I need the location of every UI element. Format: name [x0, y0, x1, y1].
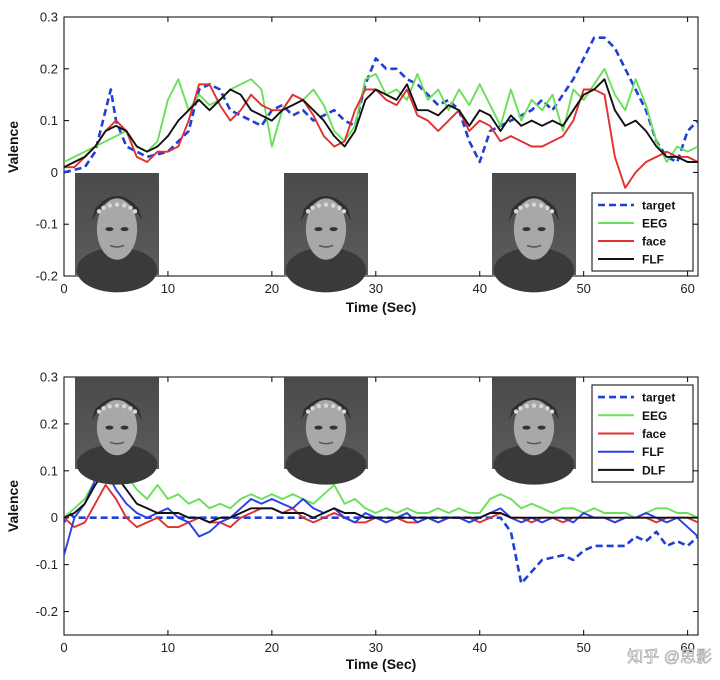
- x-tick-label: 50: [576, 640, 590, 655]
- y-tick-label: 0.3: [40, 370, 58, 385]
- legend-label-face: face: [642, 427, 666, 441]
- x-tick-label: 30: [369, 640, 383, 655]
- x-axis-label: Time (Sec): [346, 656, 417, 672]
- x-tick-label: 0: [60, 640, 67, 655]
- valence-chart-bottom: 0 10 20 30 40 50 60 -0.2 -0.1 0 0.1 0.2 0.3 Time (Sec…: [5, 370, 699, 672]
- y-axis-label: Valence: [5, 121, 21, 173]
- legend-label-face: face: [642, 235, 666, 249]
- legend: target EEG face FLF: [591, 192, 694, 272]
- series-line-target: [64, 511, 698, 585]
- x-tick-label: 30: [369, 281, 383, 296]
- x-tick-label: 40: [473, 281, 487, 296]
- subject-face-1: [75, 173, 159, 293]
- y-tick-label: 0.2: [40, 61, 58, 76]
- y-tick-label: 0.1: [40, 463, 58, 478]
- y-tick-label: -0.1: [36, 217, 58, 232]
- series-line-dlf: [64, 469, 698, 524]
- series-line-eeg: [64, 465, 698, 519]
- subject-face-4: [75, 377, 159, 485]
- subject-face-3: [492, 173, 576, 293]
- x-tick-label: 10: [161, 640, 175, 655]
- legend-label-flf: FLF: [642, 445, 664, 459]
- valence-chart-top: 0 10 20 30 40 50 60 -0.2 -0.1 0 0.1 0.2 0.3 Time (Sec…: [5, 10, 699, 315]
- x-tick-label: 60: [680, 640, 694, 655]
- x-tick-label: 10: [161, 281, 175, 296]
- watermark-text: 知乎 @思影: [627, 648, 712, 666]
- legend-label-eeg: EEG: [642, 217, 667, 231]
- x-tick-label: 60: [680, 281, 694, 296]
- y-tick-label: -0.1: [36, 557, 58, 572]
- x-axis-label: Time (Sec): [346, 299, 417, 315]
- series-group: [64, 36, 698, 189]
- subject-face-6: [492, 377, 576, 485]
- series-group: [64, 465, 698, 585]
- subject-face-2: [284, 173, 368, 293]
- x-tick-label: 20: [265, 281, 279, 296]
- y-tick-label: -0.2: [36, 604, 58, 619]
- y-tick-label: 0: [51, 510, 58, 525]
- legend-label-target: target: [642, 391, 675, 405]
- series-line-eeg: [64, 67, 698, 163]
- x-tick-label: 0: [60, 281, 67, 296]
- y-tick-label: 0.2: [40, 416, 58, 431]
- y-tick-label: -0.2: [36, 269, 58, 284]
- y-tick-label: 0: [51, 165, 58, 180]
- x-tick-label: 50: [576, 281, 590, 296]
- subject-face-5: [284, 377, 368, 485]
- y-tick-label: 0.3: [40, 10, 58, 25]
- y-axis-label: Valence: [5, 480, 21, 532]
- x-tick-label: 20: [265, 640, 279, 655]
- y-tick-label: 0.1: [40, 113, 58, 128]
- series-line-flf: [64, 78, 698, 169]
- legend-label-eeg: EEG: [642, 409, 667, 423]
- legend-label-flf: FLF: [642, 253, 664, 267]
- legend-label-dlf: DLF: [642, 463, 665, 477]
- x-tick-label: 40: [473, 640, 487, 655]
- legend-label-target: target: [642, 199, 675, 213]
- legend: target EEG face FLF DLF: [591, 384, 694, 483]
